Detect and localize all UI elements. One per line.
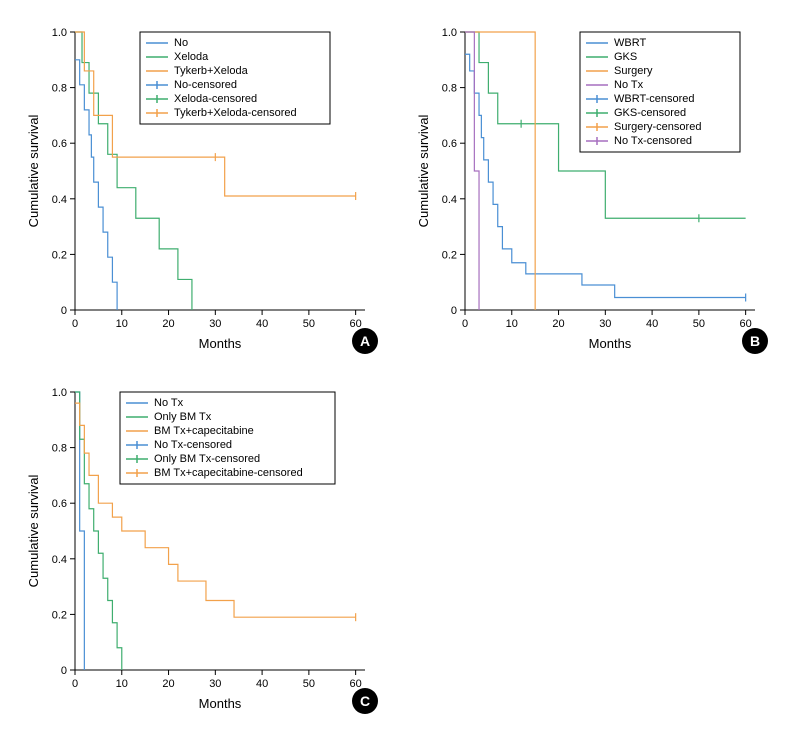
svg-text:20: 20 <box>162 318 174 330</box>
svg-text:Cumulative survival: Cumulative survival <box>416 115 431 228</box>
svg-text:Xeloda-censored: Xeloda-censored <box>174 93 257 105</box>
svg-text:0: 0 <box>61 305 67 317</box>
panel-badge-a: A <box>352 328 378 354</box>
svg-text:0.4: 0.4 <box>442 194 457 206</box>
svg-text:0.2: 0.2 <box>442 249 457 261</box>
svg-text:30: 30 <box>599 318 611 330</box>
svg-text:10: 10 <box>116 678 128 690</box>
svg-text:Tykerb+Xeloda-censored: Tykerb+Xeloda-censored <box>174 107 297 119</box>
svg-text:GKS: GKS <box>614 51 637 63</box>
svg-text:30: 30 <box>209 318 221 330</box>
svg-text:1.0: 1.0 <box>52 387 67 399</box>
panel-badge-c: C <box>352 688 378 714</box>
svg-text:0: 0 <box>72 678 78 690</box>
svg-text:0.4: 0.4 <box>52 554 67 566</box>
svg-text:30: 30 <box>209 678 221 690</box>
svg-text:Surgery-censored: Surgery-censored <box>614 121 701 133</box>
svg-text:WBRT-censored: WBRT-censored <box>614 93 695 105</box>
svg-text:0: 0 <box>451 305 457 317</box>
svg-text:20: 20 <box>552 318 564 330</box>
panel-b: 010203040506000.20.40.60.81.0MonthsCumul… <box>410 20 770 360</box>
svg-text:Tykerb+Xeloda: Tykerb+Xeloda <box>174 65 249 77</box>
svg-text:No Tx: No Tx <box>154 397 184 409</box>
svg-text:No Tx-censored: No Tx-censored <box>154 439 232 451</box>
svg-text:20: 20 <box>162 678 174 690</box>
chart-a-svg: 010203040506000.20.40.60.81.0MonthsCumul… <box>20 20 380 360</box>
svg-text:0.2: 0.2 <box>52 609 67 621</box>
svg-text:10: 10 <box>506 318 518 330</box>
svg-text:No: No <box>174 37 188 49</box>
svg-text:Xeloda: Xeloda <box>174 51 209 63</box>
svg-text:40: 40 <box>256 678 268 690</box>
svg-text:0.8: 0.8 <box>52 443 67 455</box>
svg-text:BM Tx+capecitabine: BM Tx+capecitabine <box>154 425 254 437</box>
panel-a: 010203040506000.20.40.60.81.0MonthsCumul… <box>20 20 380 360</box>
svg-text:50: 50 <box>303 318 315 330</box>
svg-text:0.4: 0.4 <box>52 194 67 206</box>
svg-text:0.8: 0.8 <box>442 83 457 95</box>
svg-text:40: 40 <box>256 318 268 330</box>
svg-text:Months: Months <box>199 336 242 351</box>
svg-text:0.6: 0.6 <box>442 138 457 150</box>
svg-text:0: 0 <box>61 665 67 677</box>
svg-text:Cumulative survival: Cumulative survival <box>26 115 41 228</box>
svg-text:1.0: 1.0 <box>442 27 457 39</box>
svg-text:Cumulative survival: Cumulative survival <box>26 475 41 588</box>
svg-text:0.6: 0.6 <box>52 498 67 510</box>
svg-text:0.8: 0.8 <box>52 83 67 95</box>
svg-text:0: 0 <box>462 318 468 330</box>
svg-text:No-censored: No-censored <box>174 79 237 91</box>
chart-c-svg: 010203040506000.20.40.60.81.0MonthsCumul… <box>20 380 380 720</box>
svg-text:10: 10 <box>116 318 128 330</box>
svg-text:No Tx: No Tx <box>614 79 644 91</box>
svg-text:0.6: 0.6 <box>52 138 67 150</box>
svg-text:Only BM Tx: Only BM Tx <box>154 411 212 423</box>
panel-empty <box>410 380 770 720</box>
svg-text:50: 50 <box>693 318 705 330</box>
panel-badge-b: B <box>742 328 768 354</box>
svg-text:40: 40 <box>646 318 658 330</box>
svg-text:Only BM Tx-censored: Only BM Tx-censored <box>154 453 260 465</box>
svg-text:0.2: 0.2 <box>52 249 67 261</box>
svg-text:Months: Months <box>589 336 632 351</box>
svg-text:No Tx-censored: No Tx-censored <box>614 135 692 147</box>
svg-text:Months: Months <box>199 696 242 711</box>
svg-text:GKS-censored: GKS-censored <box>614 107 686 119</box>
chart-b-svg: 010203040506000.20.40.60.81.0MonthsCumul… <box>410 20 770 360</box>
svg-text:1.0: 1.0 <box>52 27 67 39</box>
panel-c: 010203040506000.20.40.60.81.0MonthsCumul… <box>20 380 380 720</box>
svg-text:Surgery: Surgery <box>614 65 653 77</box>
figure-grid: 010203040506000.20.40.60.81.0MonthsCumul… <box>20 20 768 720</box>
svg-text:0: 0 <box>72 318 78 330</box>
svg-text:BM Tx+capecitabine-censored: BM Tx+capecitabine-censored <box>154 467 303 479</box>
svg-text:WBRT: WBRT <box>614 37 646 49</box>
svg-text:50: 50 <box>303 678 315 690</box>
